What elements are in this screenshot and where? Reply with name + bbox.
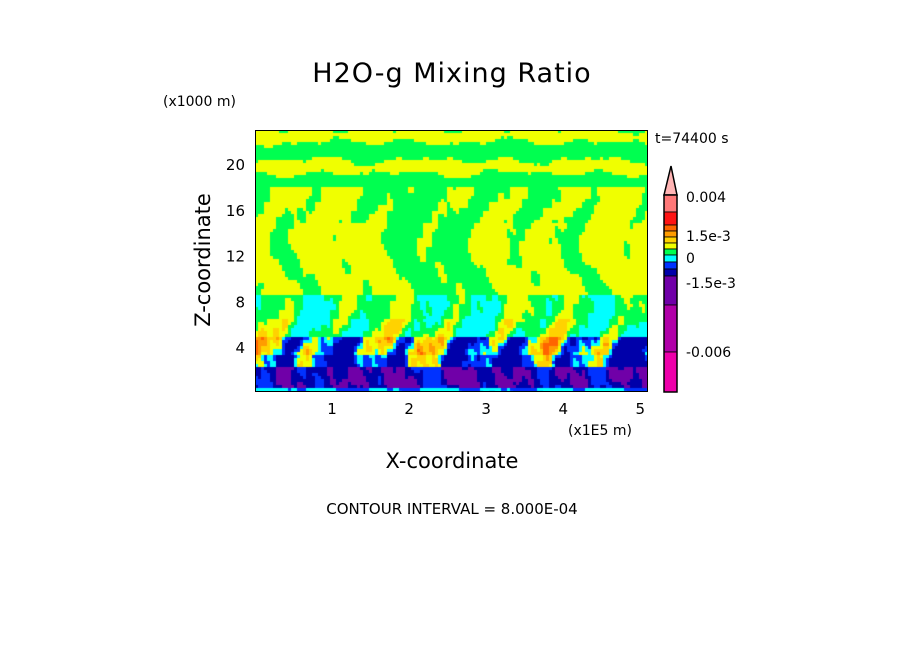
colorbar-segment — [663, 351, 678, 393]
colorbar-segment — [663, 211, 678, 226]
colorbar-segment — [663, 236, 678, 244]
x-tick-label: 2 — [404, 400, 414, 418]
colorbar-tick-label: 0.004 — [686, 190, 726, 206]
x-axis-unit: (x1E5 m) — [568, 423, 632, 439]
colorbar-tick-label: 1.5e-3 — [686, 229, 731, 245]
colorbar-segment — [663, 224, 678, 232]
chart-title: H2O-g Mixing Ratio — [312, 58, 592, 89]
colorbar-extend-triangle — [663, 165, 678, 196]
colorbar-segment — [663, 194, 678, 213]
x-tick-label: 4 — [558, 400, 568, 418]
colorbar-segment — [663, 261, 678, 270]
colorbar-segment — [663, 268, 678, 277]
y-tick-label: 8 — [235, 293, 245, 311]
colorbar-segment — [663, 230, 678, 238]
y-tick-label: 12 — [226, 248, 245, 266]
colorbar-segment — [663, 248, 678, 256]
y-tick-label: 20 — [226, 156, 245, 174]
y-tick-label: 4 — [235, 339, 245, 357]
plot-frame — [255, 130, 648, 392]
contour-interval-label: CONTOUR INTERVAL = 8.000E-04 — [326, 500, 578, 518]
colorbar-segment — [663, 254, 678, 263]
y-tick-label: 16 — [226, 202, 245, 220]
colorbar-segment — [663, 304, 678, 353]
colorbar-segment — [663, 242, 678, 250]
x-tick-label: 5 — [636, 400, 646, 418]
contour-field — [255, 130, 648, 392]
colorbar-frame — [663, 194, 678, 393]
x-tick-label: 1 — [327, 400, 337, 418]
time-label: t=74400 s — [655, 131, 729, 147]
colorbar-tick-label: 0 — [686, 251, 695, 267]
colorbar-tick-label: -1.5e-3 — [686, 276, 736, 292]
y-axis-unit: (x1000 m) — [163, 94, 236, 110]
colorbar-segment — [663, 275, 678, 306]
x-tick-label: 3 — [481, 400, 491, 418]
colorbar-tick-label: -0.006 — [686, 345, 731, 361]
x-axis-label: X-coordinate — [385, 449, 519, 473]
